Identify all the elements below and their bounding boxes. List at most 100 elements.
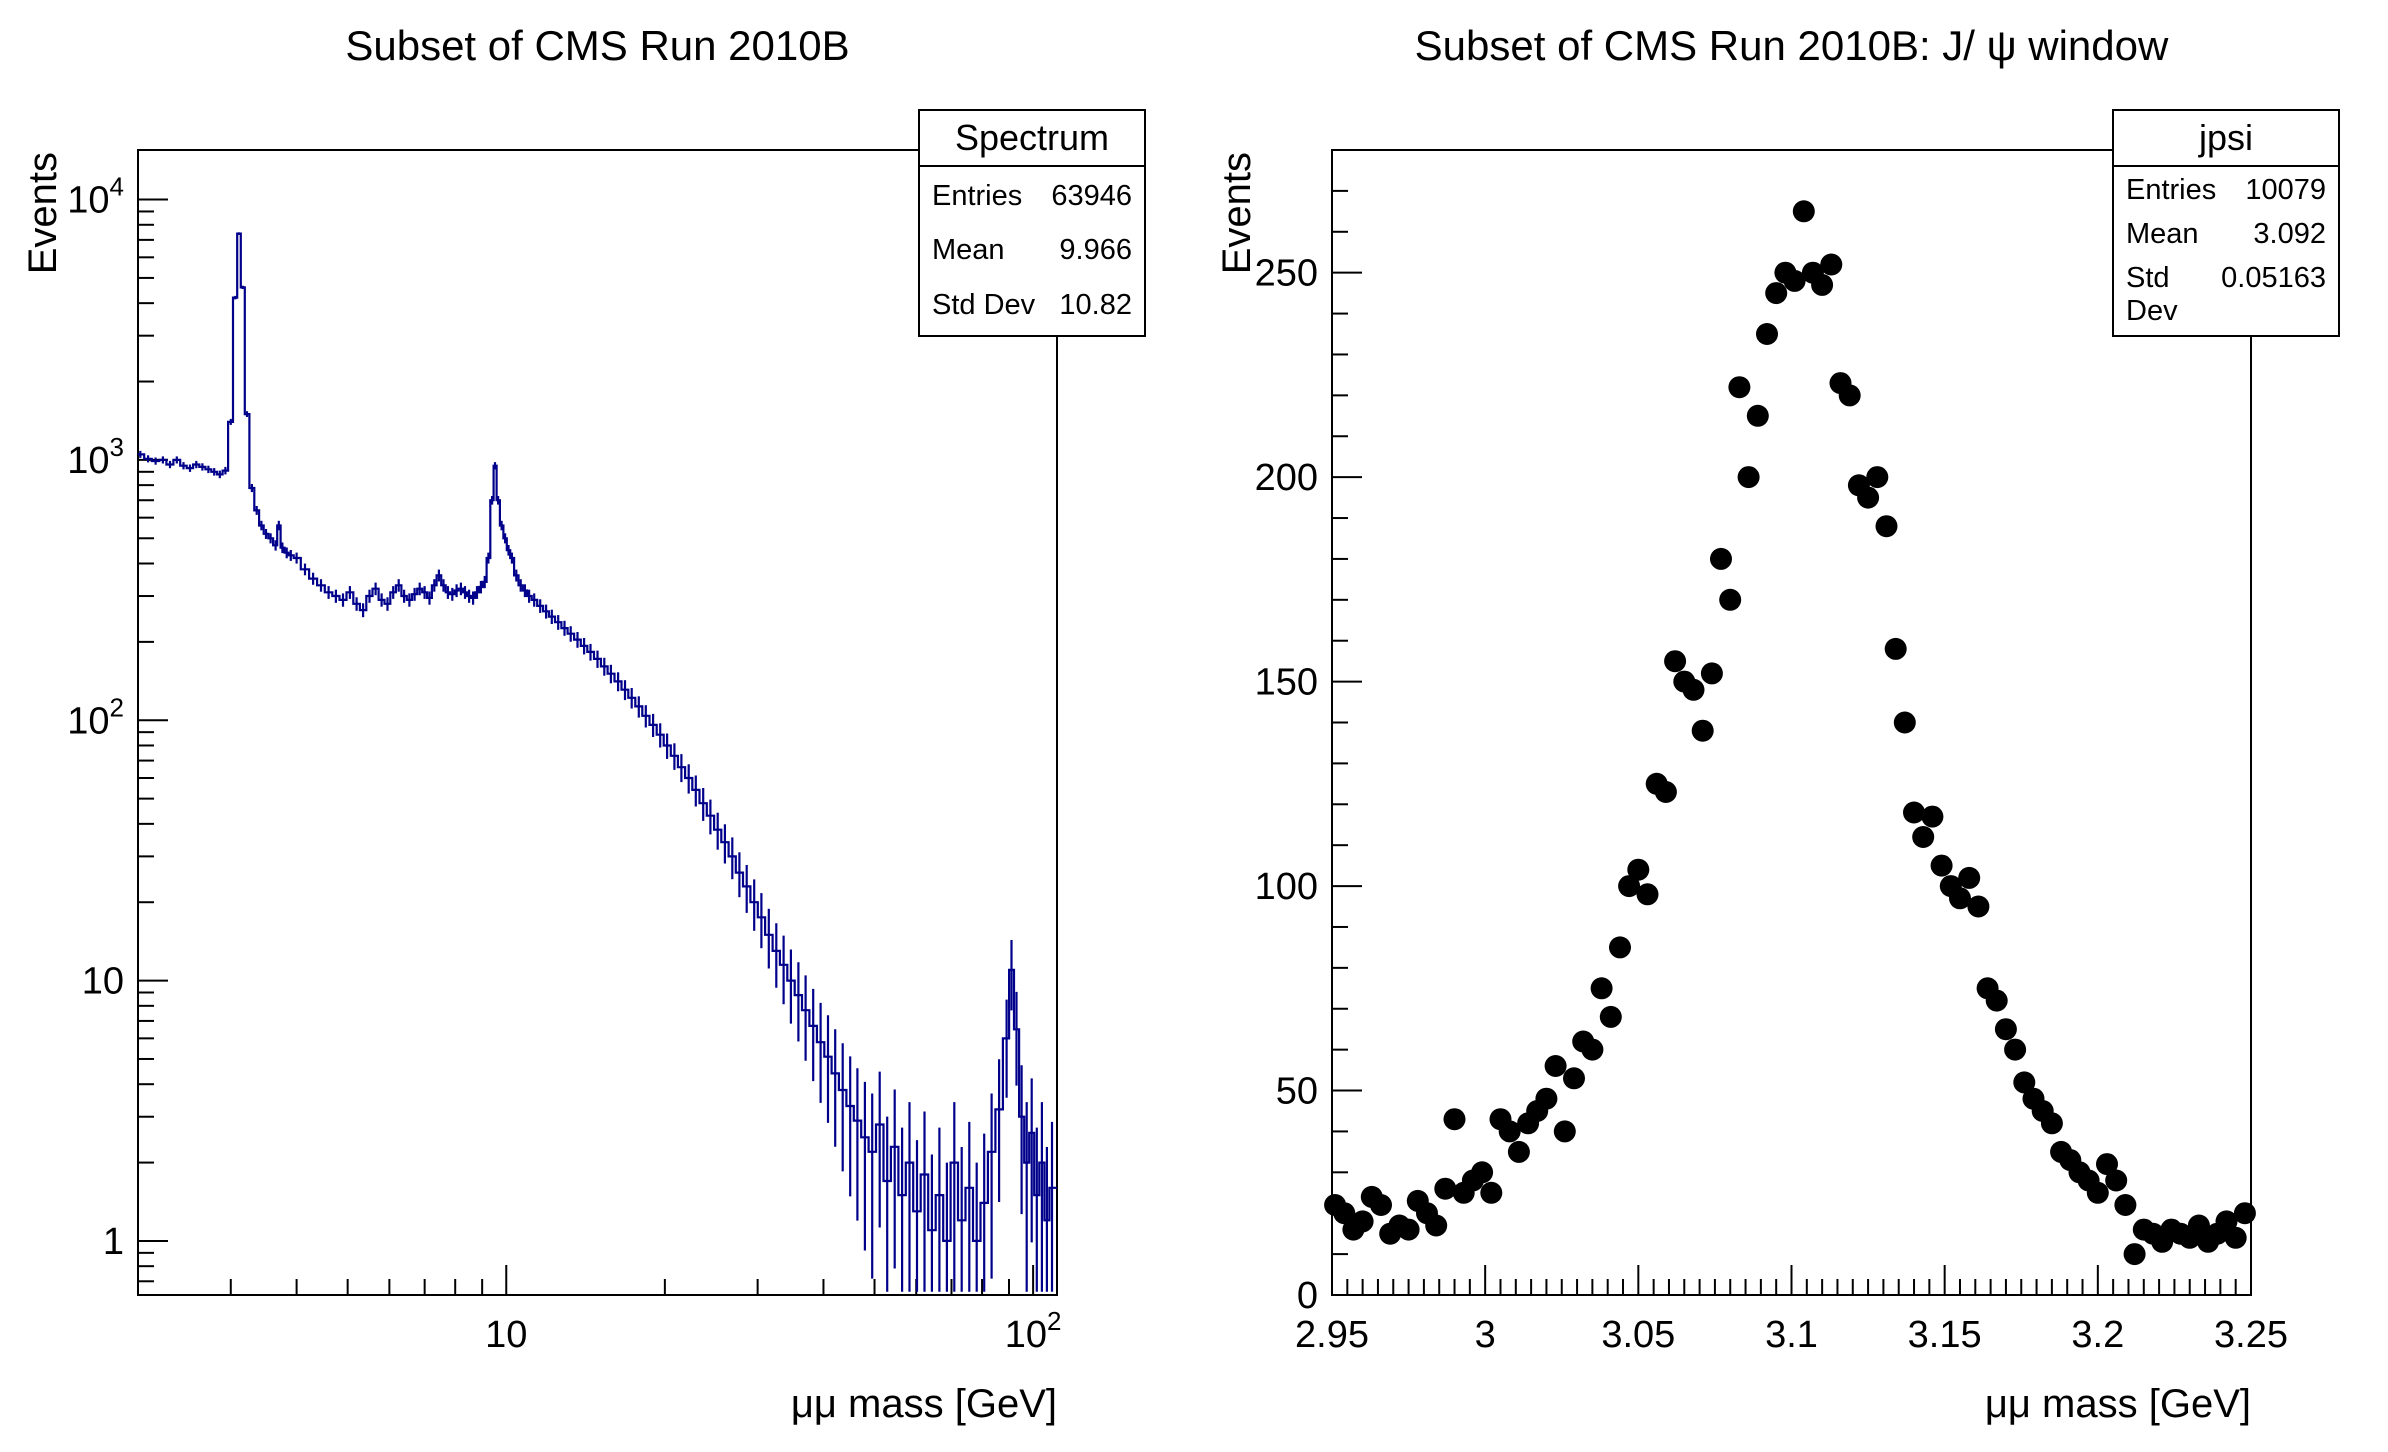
y-axis-title: Events — [1215, 152, 1259, 274]
right-x-axis-title: μμ mass [GeV] — [1984, 1382, 2251, 1426]
x-tick-label: 102 — [1005, 1306, 1062, 1356]
right-stats-title: jpsi — [2114, 111, 2338, 167]
data-point — [1590, 977, 1613, 1000]
data-point — [1682, 678, 1705, 701]
data-point — [1884, 637, 1907, 660]
y-tick-label: 103 — [67, 432, 124, 482]
stats-row-stddev: Std Dev 10.82 — [920, 289, 1144, 322]
data-point — [1498, 1120, 1521, 1143]
data-point — [1866, 466, 1889, 489]
data-point — [2187, 1214, 2210, 1237]
data-point — [1691, 719, 1714, 742]
y-tick-label: 0 — [1297, 1275, 1318, 1317]
data-point — [1783, 269, 1806, 292]
data-point — [2105, 1169, 2128, 1192]
x-tick-label: 10 — [485, 1314, 527, 1356]
stats-value-stddev: 10.82 — [1059, 289, 1132, 322]
data-point — [1563, 1067, 1585, 1090]
data-point — [1471, 1161, 1494, 1184]
left-plot-title: Subset of CMS Run 2010B — [345, 22, 850, 69]
y-tick-label: 1 — [103, 1221, 124, 1263]
y-tick-label: 10 — [82, 961, 124, 1003]
x-tick-label: 3 — [1475, 1314, 1496, 1356]
data-point — [1985, 989, 2008, 1012]
data-point — [1553, 1120, 1576, 1143]
right-stats-rows: Entries 10079 Mean 3.092 Std Dev 0.05163 — [2114, 167, 2338, 335]
data-point — [1434, 1177, 1457, 1200]
data-point — [1967, 895, 1990, 918]
y-tick-label: 150 — [1255, 662, 1318, 704]
left-stats-rows: Entries 63946 Mean 9.966 Std Dev 10.82 — [920, 167, 1144, 335]
data-point — [1737, 466, 1760, 489]
stats-value-entries: 10079 — [2245, 174, 2326, 207]
data-point — [1719, 588, 1742, 611]
stats-row-entries: Entries 10079 — [2114, 174, 2338, 207]
stats-value-mean: 3.092 — [2253, 217, 2326, 250]
stats-label-stddev: Std Dev — [932, 289, 1036, 322]
data-point — [1838, 384, 1861, 407]
stats-value-entries: 63946 — [1051, 179, 1132, 212]
data-point — [1443, 1108, 1466, 1131]
x-tick-label: 3.15 — [1908, 1314, 1982, 1356]
stats-label-mean: Mean — [2126, 217, 2199, 250]
y-tick-label: 102 — [67, 692, 124, 742]
data-point — [2004, 1038, 2027, 1061]
x-tick-label: 3.05 — [1601, 1314, 1675, 1356]
x-tick-label: 2.95 — [1295, 1314, 1369, 1356]
stats-row-stddev: Std Dev 0.05163 — [2114, 262, 2338, 328]
data-point — [1811, 273, 1834, 296]
stats-label-entries: Entries — [932, 179, 1023, 212]
data-point — [1912, 826, 1935, 848]
data-point — [1599, 1005, 1622, 1028]
data-point — [2040, 1112, 2063, 1135]
data-point — [1535, 1087, 1558, 1110]
stats-label-mean: Mean — [932, 234, 1005, 267]
data-point — [1370, 1194, 1392, 1216]
data-point — [1930, 854, 1953, 877]
data-point — [1710, 547, 1732, 570]
data-point — [1609, 936, 1631, 959]
data-point — [1903, 801, 1925, 824]
right-stats-box: jpsi Entries 10079 Mean 3.092 Std Dev 0.… — [2112, 109, 2340, 337]
data-point — [1728, 376, 1751, 399]
data-point — [2086, 1181, 2109, 1204]
data-point — [1544, 1055, 1567, 1077]
data-point — [1875, 515, 1898, 538]
data-point — [1994, 1018, 2017, 1041]
data-point — [1756, 323, 1778, 345]
left-stats-title: Spectrum — [920, 111, 1144, 167]
stats-row-mean: Mean 9.966 — [920, 234, 1144, 267]
data-point — [2224, 1226, 2247, 1249]
data-point — [1397, 1218, 1420, 1241]
data-point — [1792, 200, 1815, 223]
y-tick-label: 104 — [67, 172, 124, 222]
stats-label-stddev: Std Dev — [2126, 261, 2178, 327]
data-point — [2114, 1194, 2137, 1216]
data-point — [1664, 650, 1687, 673]
right-plot-title: Subset of CMS Run 2010B: J/ ψ window — [1414, 22, 2169, 69]
left-stats-box: Spectrum Entries 63946 Mean 9.966 Std De… — [918, 109, 1146, 337]
x-tick-label: 3.2 — [2071, 1314, 2124, 1356]
y-tick-label: 200 — [1255, 457, 1318, 499]
data-point — [1581, 1038, 1604, 1061]
data-point — [1893, 711, 1916, 734]
data-point — [1654, 781, 1677, 803]
data-point — [2013, 1071, 2036, 1094]
stats-value-mean: 9.966 — [1059, 234, 1132, 267]
stats-row-entries: Entries 63946 — [920, 180, 1144, 213]
data-point — [1820, 253, 1843, 276]
data-point — [2123, 1243, 2146, 1266]
data-point — [1636, 883, 1659, 906]
data-point — [1351, 1210, 1374, 1233]
y-tick-label: 50 — [1276, 1071, 1318, 1113]
stats-value-stddev: 0.05163 — [2221, 261, 2326, 294]
data-point — [1921, 805, 1944, 828]
stats-label-entries: Entries — [2126, 174, 2217, 207]
stats-row-mean: Mean 3.092 — [2114, 218, 2338, 251]
data-point — [1627, 858, 1650, 881]
data-point — [1958, 866, 1981, 889]
left-x-axis-title: μμ mass [GeV] — [790, 1382, 1057, 1426]
